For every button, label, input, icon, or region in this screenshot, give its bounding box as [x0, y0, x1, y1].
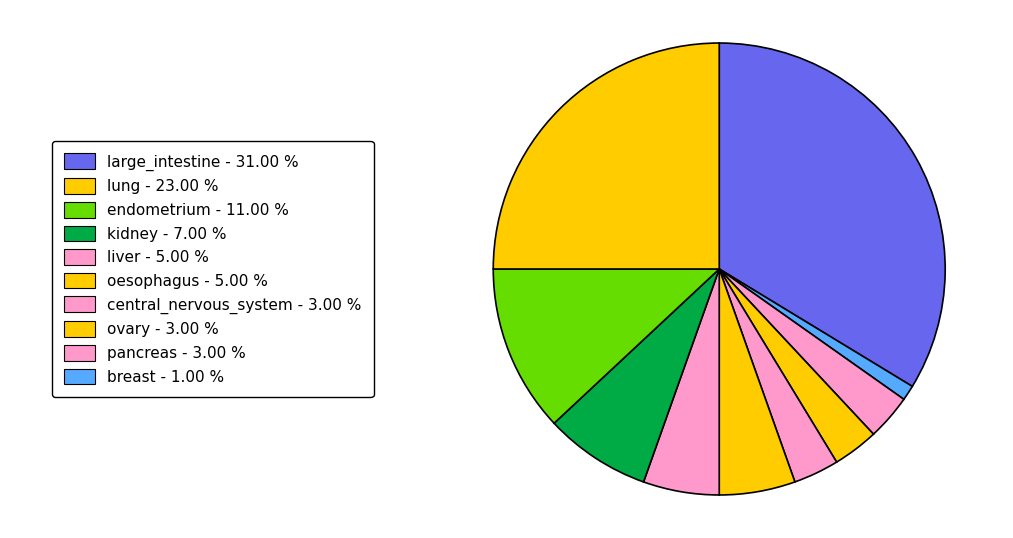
Wedge shape [719, 269, 904, 434]
Wedge shape [719, 269, 837, 482]
Wedge shape [719, 43, 945, 386]
Wedge shape [719, 269, 913, 399]
Wedge shape [719, 269, 795, 495]
Wedge shape [493, 43, 719, 269]
Wedge shape [643, 269, 719, 495]
Wedge shape [554, 269, 719, 482]
Wedge shape [493, 269, 719, 423]
Legend: large_intestine - 31.00 %, lung - 23.00 %, endometrium - 11.00 %, kidney - 7.00 : large_intestine - 31.00 %, lung - 23.00 … [52, 141, 374, 397]
Wedge shape [719, 269, 873, 462]
